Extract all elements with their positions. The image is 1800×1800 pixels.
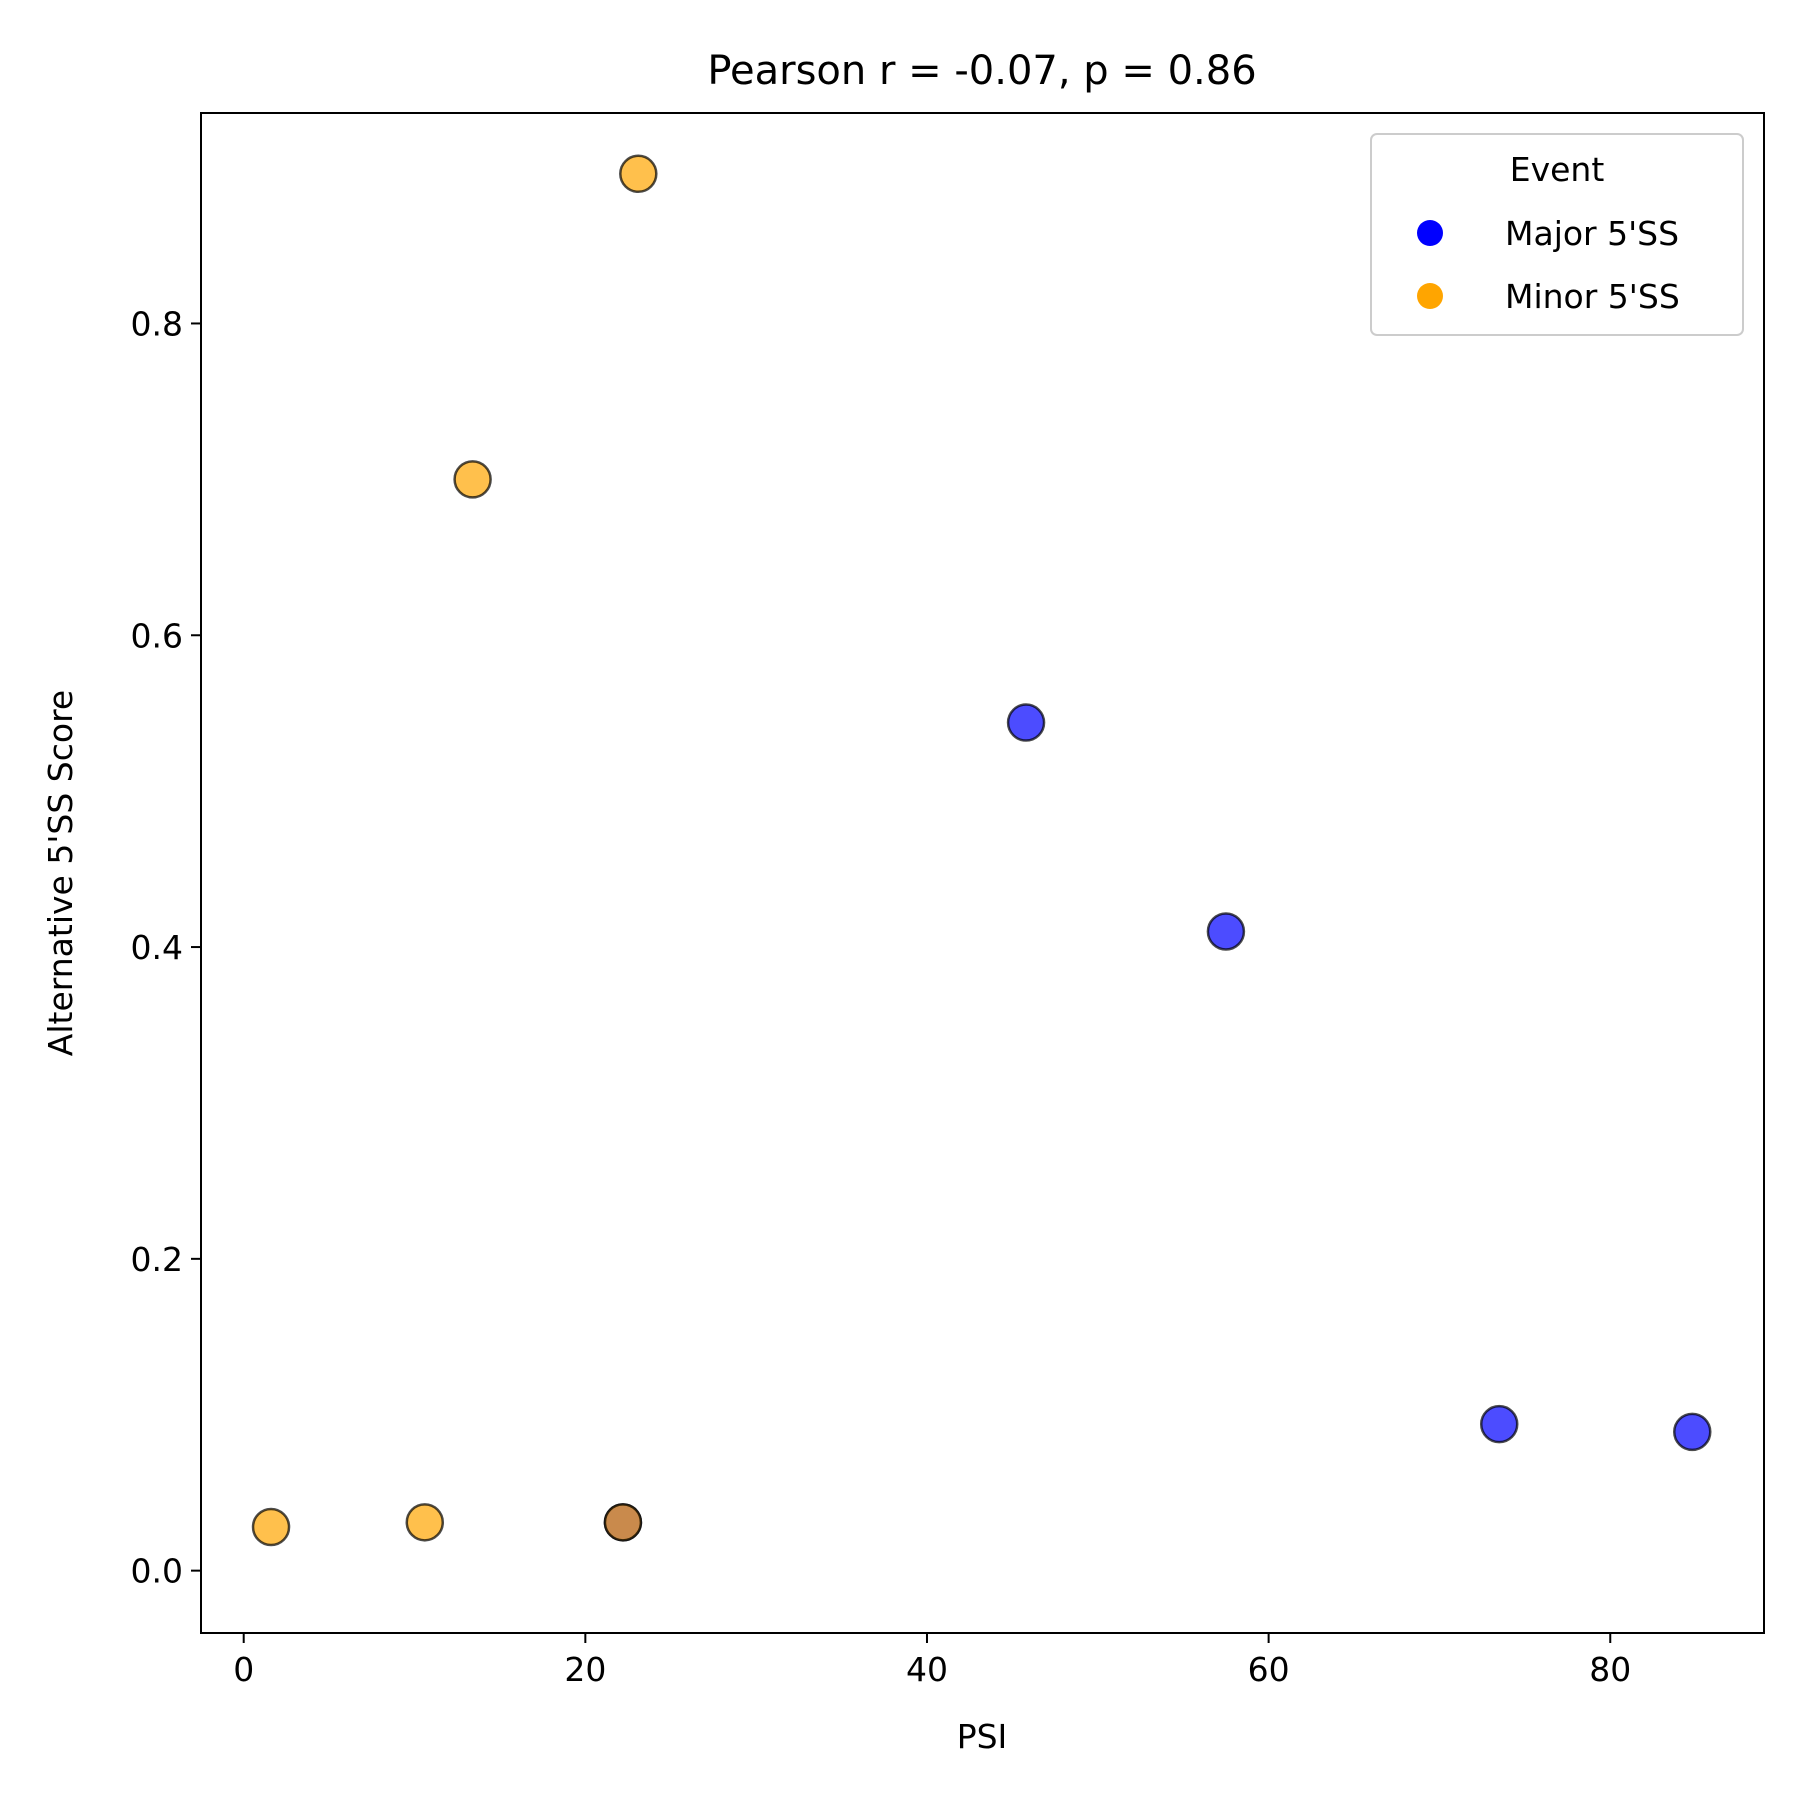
data-point-major: [1006, 703, 1046, 742]
x-axis-label: PSI: [957, 1717, 1008, 1756]
data-point-major: [1206, 912, 1246, 951]
chart-title: Pearson r = -0.07, p = 0.86: [707, 48, 1256, 94]
data-point-minor: [619, 154, 658, 194]
y-tick-label: 0.6: [131, 616, 183, 655]
y-tick-label: 0.8: [131, 304, 183, 343]
legend-box: [1370, 133, 1744, 336]
y-tick-label: 0.4: [131, 928, 183, 967]
legend-label-minor: Minor 5'SS: [1505, 277, 1680, 316]
y-tick-label: 0.2: [131, 1240, 183, 1279]
data-point-minor: [603, 1503, 643, 1542]
legend-marker-minor: [1417, 283, 1443, 309]
legend-title: Event: [1510, 150, 1605, 189]
legend-marker-major: [1417, 220, 1443, 246]
data-point-minor: [405, 1503, 445, 1542]
plot-area-frame: [200, 112, 1765, 1634]
y-axis-label: Alternative 5'SS Score: [41, 690, 80, 1056]
y-tick-label: 0.0: [131, 1552, 183, 1591]
legend-label-major: Major 5'SS: [1505, 214, 1679, 253]
axis-ticks: 0 20 40 60 80 0.0 0.2 0.4 0.6 0.8: [131, 304, 1632, 1689]
x-tick-label: 60: [1248, 1650, 1290, 1689]
x-tick-label: 80: [1589, 1650, 1631, 1689]
data-point-major: [1479, 1404, 1519, 1444]
x-tick-label: 20: [564, 1650, 606, 1689]
x-tick-label: 0: [233, 1650, 254, 1689]
x-tick-label: 40: [906, 1650, 948, 1689]
data-point-minor: [453, 460, 492, 499]
data-point-minor: [251, 1507, 291, 1547]
data-point-major: [1673, 1412, 1712, 1452]
scatter-points: [251, 154, 1712, 1547]
legend: Event Major 5'SS Minor 5'SS: [1370, 133, 1744, 336]
